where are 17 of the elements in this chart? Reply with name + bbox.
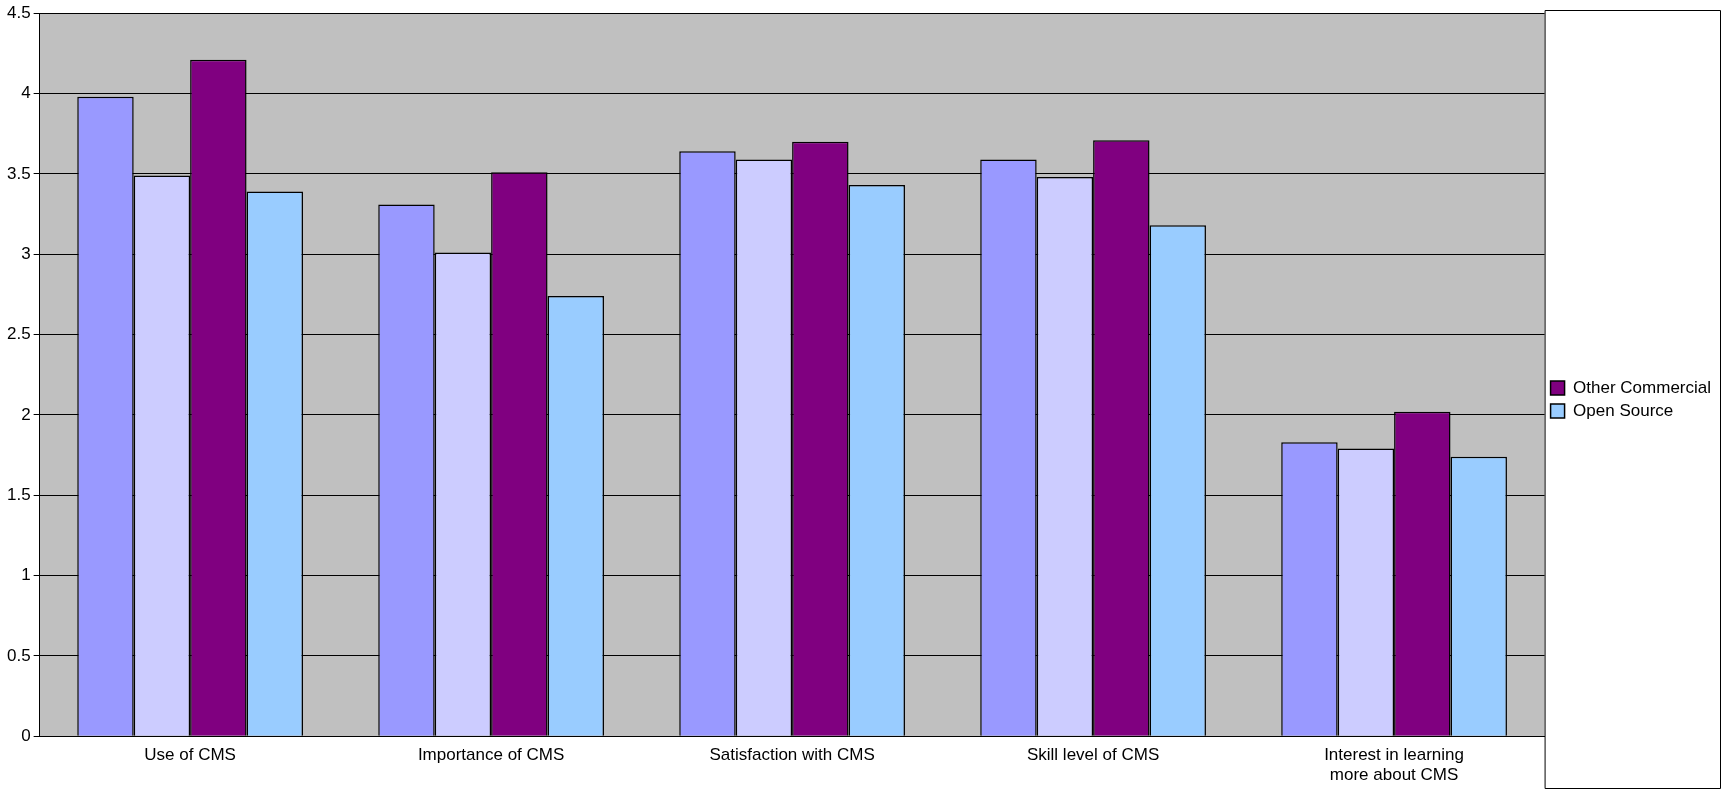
y-tick-label: 1 bbox=[21, 565, 31, 585]
y-tick-label: 2.5 bbox=[6, 324, 31, 344]
x-tick-label: Skill level of CMS bbox=[1026, 745, 1160, 765]
y-tick-label: 0.5 bbox=[6, 645, 31, 665]
x-tick-label: Use of CMS bbox=[144, 745, 236, 765]
legend-label: Open Source bbox=[1573, 400, 1674, 420]
y-tick-label: 2 bbox=[21, 404, 31, 424]
y-tick-label: 4.5 bbox=[6, 2, 31, 22]
x-tick-label: Importance of CMS bbox=[417, 745, 565, 765]
y-tick-label: 1.5 bbox=[6, 484, 31, 504]
legend-label: Other Commercial bbox=[1573, 377, 1711, 397]
y-tick-label: 3.5 bbox=[6, 163, 31, 183]
y-tick-label: 4 bbox=[21, 83, 31, 103]
x-tick-label: Satisfaction with CMS bbox=[709, 745, 875, 765]
x-tick-label: Interest in learning more about CMS bbox=[1324, 745, 1465, 785]
y-tick-label: 0 bbox=[21, 725, 31, 745]
y-tick-label: 3 bbox=[21, 243, 31, 263]
